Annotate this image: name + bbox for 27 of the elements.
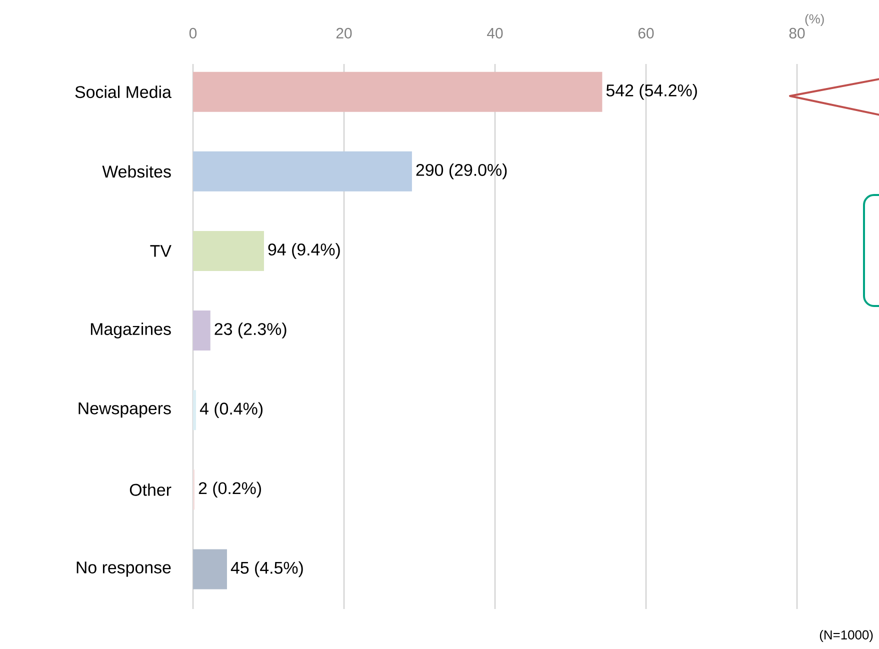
bar [193,230,264,271]
x-tick-label: 40 [487,28,503,38]
y-tick-label: Magazines [90,322,171,338]
x-axis-title: (%) [805,14,824,26]
y-tick-label: Social Media [75,86,172,98]
x-tick-label: 0 [189,28,197,38]
data-label: 2 (0.2%) [198,482,261,498]
data-label: 23 (2.3%) [214,322,286,338]
data-label: 542 (54.2%) [606,84,697,100]
x-tick-label: 80 [789,28,805,38]
y-tick-label: TV [150,245,172,257]
y-tick-label: No response [76,562,171,577]
x-tick-label: 60 [638,28,654,38]
bar [193,72,602,112]
bar [193,390,196,430]
y-tick-label: Other [130,483,172,496]
y-tick-label: Websites [102,165,171,178]
data-label: 4 (0.4%) [200,402,262,418]
data-label: 290 (29.0%) [416,164,507,180]
bar [193,549,227,590]
x-tick-label: 20 [336,28,352,38]
bar [193,310,210,351]
text: (N=1000) [820,630,873,642]
bar [193,151,412,192]
data-label: 45 (4.5%) [230,561,303,578]
y-tick-label: Newspapers [78,402,171,418]
data-label: 94 (9.4%) [268,243,340,259]
